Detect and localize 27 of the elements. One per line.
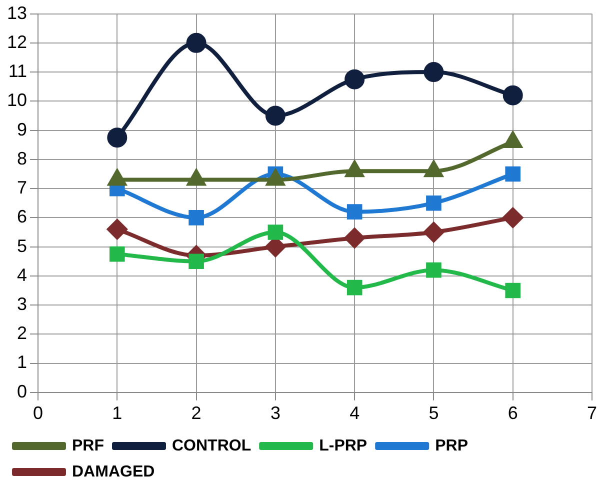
x-tick-label: 5 [428, 403, 439, 424]
y-tick-label: 10 [6, 90, 28, 110]
y-tick-label: 11 [8, 61, 28, 82]
legend-label: PRF [72, 437, 104, 454]
y-tick-label: 2 [17, 323, 28, 344]
x-tick-label: 7 [586, 403, 598, 424]
y-tick-label: 1 [17, 352, 28, 372]
x-tick-label: 2 [191, 403, 202, 424]
legend-label: L-PRP [319, 437, 368, 454]
x-tick-label: 3 [270, 403, 280, 424]
y-tick-label: 0 [17, 381, 28, 402]
y-tick-label: 5 [17, 236, 28, 256]
x-tick-label: 0 [33, 403, 44, 424]
y-tick-label: 3 [17, 294, 28, 314]
legend-label: CONTROL [172, 437, 252, 454]
legend-label: DAMAGED [72, 463, 155, 480]
y-tick-label: 7 [17, 178, 28, 198]
y-tick-label: 13 [6, 2, 28, 23]
y-tick-label: 4 [17, 264, 28, 285]
x-tick-label: 4 [350, 403, 360, 424]
x-tick-label: 1 [112, 403, 122, 424]
y-tick-label: 9 [17, 119, 28, 140]
y-tick-label: 6 [17, 206, 28, 227]
y-tick-label: 8 [17, 148, 28, 168]
y-tick-label: 12 [6, 32, 28, 52]
x-tick-label: 6 [508, 403, 518, 424]
legend-label: PRP [435, 437, 468, 454]
